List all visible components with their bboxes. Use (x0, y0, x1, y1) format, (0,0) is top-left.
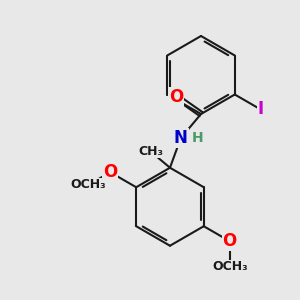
Text: I: I (258, 100, 264, 118)
Text: O: O (169, 88, 184, 106)
Text: O: O (223, 232, 237, 250)
Text: CH₃: CH₃ (138, 145, 163, 158)
Text: H: H (191, 131, 203, 145)
Text: N: N (174, 129, 188, 147)
Text: OCH₃: OCH₃ (212, 260, 247, 273)
Text: OCH₃: OCH₃ (70, 178, 106, 191)
Text: O: O (103, 163, 117, 181)
